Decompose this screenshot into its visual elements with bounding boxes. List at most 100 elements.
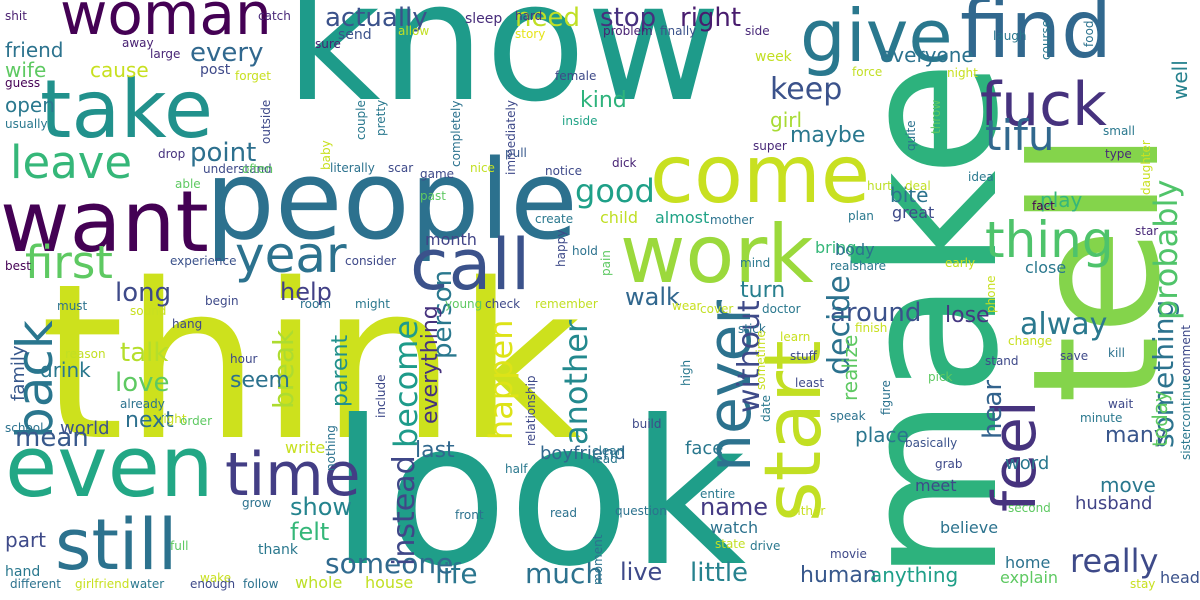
word-want: want bbox=[0, 173, 209, 272]
word-either: either bbox=[790, 504, 826, 518]
word-side: side bbox=[745, 24, 770, 38]
word-reason: reason bbox=[65, 347, 106, 361]
word-part: part bbox=[5, 528, 47, 552]
word-catch: catch bbox=[258, 9, 291, 23]
word-place: place bbox=[855, 423, 909, 447]
word-stick: stick bbox=[738, 322, 766, 336]
word-forget: forget bbox=[235, 69, 271, 83]
word-cause: cause bbox=[90, 58, 149, 82]
word-turn: turn bbox=[740, 278, 786, 303]
word-world: world bbox=[60, 418, 110, 439]
word-write: write bbox=[285, 438, 326, 457]
word-super: super bbox=[753, 139, 787, 153]
word-problem: problem bbox=[603, 24, 653, 38]
word-figure: figure bbox=[879, 380, 893, 415]
word-walk: walk bbox=[625, 283, 680, 311]
word-even: even bbox=[5, 418, 214, 517]
word-nice: nice bbox=[470, 161, 495, 175]
word-least: least bbox=[795, 376, 825, 390]
word-know: know bbox=[285, 0, 722, 138]
word-remember: remember bbox=[535, 297, 598, 311]
word-happen: happen bbox=[482, 319, 520, 440]
word-much: much bbox=[525, 557, 604, 590]
word-laugh: laugh bbox=[993, 29, 1027, 43]
word-finally: finally bbox=[660, 24, 697, 38]
word-pick: pick bbox=[928, 370, 953, 384]
word-close: close bbox=[1025, 258, 1067, 277]
word-family: family bbox=[8, 345, 29, 401]
word-every: every bbox=[190, 38, 264, 68]
word-clean: clean bbox=[592, 444, 625, 458]
word-fact: fact bbox=[1032, 199, 1055, 213]
word-idea: idea bbox=[968, 170, 994, 184]
word-wear: wear bbox=[672, 299, 702, 313]
word-little: little bbox=[690, 558, 749, 588]
word-usually: usually bbox=[5, 117, 48, 131]
word-hurt: hurt bbox=[867, 179, 892, 193]
word-move: move bbox=[1100, 473, 1156, 497]
word-water: water bbox=[130, 577, 165, 591]
word-leave: leave bbox=[10, 136, 133, 189]
word-entire: entire bbox=[700, 487, 736, 501]
word-already: already bbox=[120, 397, 165, 411]
word-girlfriend: girlfriend bbox=[75, 577, 130, 591]
word-drop: drop bbox=[158, 147, 186, 161]
word-drink: drink bbox=[40, 358, 91, 382]
word-story: story bbox=[515, 27, 546, 41]
word-realshare: realshare bbox=[830, 259, 887, 273]
word-everything: everything bbox=[418, 305, 443, 424]
word-play: play bbox=[1040, 188, 1083, 212]
word-light: light bbox=[160, 412, 187, 426]
word-moment: moment bbox=[591, 534, 605, 585]
word-phone: phone bbox=[984, 275, 998, 313]
word-might: might bbox=[355, 297, 390, 311]
word-help: help bbox=[280, 278, 332, 306]
word-first: first bbox=[25, 236, 113, 289]
word-full: full bbox=[170, 539, 189, 553]
word-young: young bbox=[445, 297, 483, 311]
word-life: life bbox=[435, 557, 478, 590]
word-right: right bbox=[680, 3, 742, 33]
word-sistercontinue: sistercontinue bbox=[1179, 375, 1193, 460]
word-change: change bbox=[1008, 334, 1053, 348]
word-able: able bbox=[175, 177, 201, 191]
word-girl: girl bbox=[770, 108, 803, 132]
word-felt: felt bbox=[290, 518, 330, 546]
word-allow: allow bbox=[398, 24, 430, 38]
word-sleep: sleep bbox=[465, 11, 503, 27]
word-send: send bbox=[338, 27, 372, 43]
word-whole: whole bbox=[295, 573, 343, 592]
word-wait: wait bbox=[1108, 397, 1134, 411]
word-shit: shit bbox=[5, 9, 27, 23]
word-consider: consider bbox=[345, 254, 397, 268]
word-check: check bbox=[485, 297, 521, 311]
word-anything: anything bbox=[870, 563, 959, 587]
word-experience: experience bbox=[170, 254, 237, 268]
word-female: female bbox=[555, 69, 597, 83]
word-thank: thank bbox=[258, 542, 298, 558]
word-pull: pull bbox=[505, 146, 527, 160]
word-week: week bbox=[755, 49, 792, 65]
word-away: away bbox=[122, 36, 154, 50]
word-still: still bbox=[55, 504, 178, 586]
word-often: often bbox=[242, 162, 274, 176]
word-deal: deal bbox=[905, 179, 931, 193]
word-pain: pain bbox=[599, 250, 613, 276]
word-best: best bbox=[5, 259, 31, 273]
word-today: today bbox=[1148, 390, 1172, 447]
word-build: build bbox=[632, 417, 662, 431]
word-give: give bbox=[800, 0, 953, 78]
word-question: question bbox=[615, 504, 667, 518]
word-food: food bbox=[1082, 20, 1096, 47]
word-immediately: immediately bbox=[504, 100, 518, 175]
word-husband: husband bbox=[1075, 493, 1153, 514]
word-stuff: stuff bbox=[790, 349, 817, 363]
word-doctor: doctor bbox=[762, 302, 801, 316]
word-sound: sound bbox=[130, 304, 167, 318]
word-home: home bbox=[1005, 553, 1051, 572]
word-explain: explain bbox=[1000, 568, 1059, 587]
word-next: next bbox=[125, 408, 174, 433]
word-follow: follow bbox=[243, 577, 279, 591]
word-point: point bbox=[190, 138, 257, 168]
